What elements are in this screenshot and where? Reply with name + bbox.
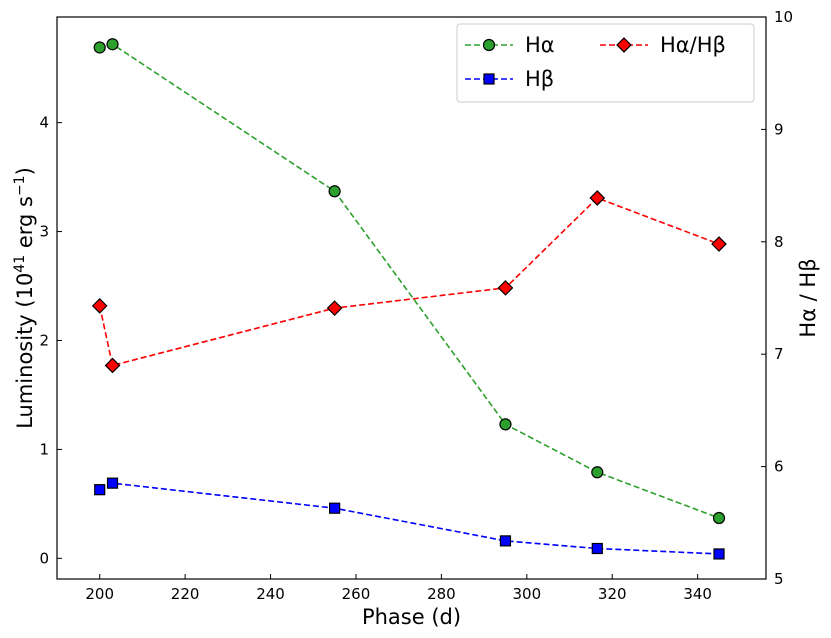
y-axis-left-label-exp1: 41 [12, 255, 28, 273]
data-point [104, 357, 121, 374]
x-tick-label: 240 [256, 585, 285, 603]
y-axis-right-label: Hα / Hβ [796, 258, 820, 337]
data-point [329, 502, 341, 514]
x-tick-label: 220 [171, 585, 200, 603]
x-tick-label: 320 [598, 585, 627, 603]
data-point [93, 41, 106, 54]
legend-marker [483, 73, 495, 85]
legend-item: Hα [465, 33, 555, 57]
x-axis: 200 220 240 260 280 300 320 340 [85, 574, 712, 603]
data-point [106, 38, 119, 51]
y-right-tick-label: 5 [774, 570, 784, 588]
y-axis-left: 0 1 2 3 4 [39, 114, 62, 567]
legend-marker [482, 38, 496, 52]
data-point [106, 477, 119, 489]
legend-label: Hβ [525, 67, 554, 91]
y-right-tick-label: 10 [774, 8, 793, 26]
x-tick-label: 280 [427, 585, 456, 603]
data-point [326, 300, 343, 316]
data-point [499, 535, 512, 547]
y-right-tick-label: 9 [774, 120, 784, 138]
y-left-tick-label: 0 [39, 549, 49, 567]
plot-area [91, 38, 727, 560]
data-point [591, 542, 603, 555]
y-left-tick-label: 1 [39, 440, 49, 458]
x-tick-label: 340 [683, 585, 712, 603]
legend: Hα Hβ Hα/Hβ [456, 23, 755, 103]
y-right-tick-label: 6 [774, 458, 784, 476]
x-tick-label: 200 [85, 585, 114, 603]
legend-item: Hβ [465, 67, 554, 91]
series-line [98, 197, 720, 367]
data-point [94, 484, 106, 496]
x-tick-label: 260 [342, 585, 371, 603]
legend-label: Hα/Hβ [660, 33, 726, 57]
data-point [589, 190, 606, 206]
legend-marker [616, 37, 632, 53]
y-axis-left-label-mid: erg s [13, 196, 37, 255]
data-point [591, 466, 604, 479]
series-1 [94, 477, 725, 560]
data-point [497, 280, 514, 296]
data-point [91, 298, 108, 314]
y-axis-left-label-exp2: −1 [12, 175, 28, 196]
legend-label: Hα [525, 33, 555, 57]
legend-box [456, 23, 755, 103]
data-point [712, 511, 726, 525]
series-0 [93, 38, 726, 525]
series-line [99, 482, 720, 555]
data-point [711, 236, 727, 252]
series-2 [91, 190, 727, 374]
data-point [713, 548, 725, 560]
y-left-tick-label: 4 [39, 114, 49, 132]
y-left-tick-label: 3 [39, 223, 49, 241]
y-right-tick-label: 8 [774, 233, 784, 251]
y-axis-right: 5 6 7 8 9 10 [761, 8, 793, 588]
x-axis-label: Phase (d) [362, 605, 461, 629]
x-tick-label: 300 [512, 585, 541, 603]
series-line [99, 43, 720, 519]
y-left-tick-label: 2 [39, 331, 49, 349]
y-axis-left-label-end: ) [13, 167, 37, 175]
axes-frame [56, 16, 767, 580]
y-axis-left-label: Luminosity (1041 erg s−1) [12, 167, 37, 429]
y-axis-left-label-main: Luminosity (10 [13, 273, 37, 429]
legend-item: Hα/Hβ [600, 33, 726, 57]
y-right-tick-label: 7 [774, 345, 784, 363]
data-point [328, 185, 341, 198]
data-point [499, 418, 512, 431]
